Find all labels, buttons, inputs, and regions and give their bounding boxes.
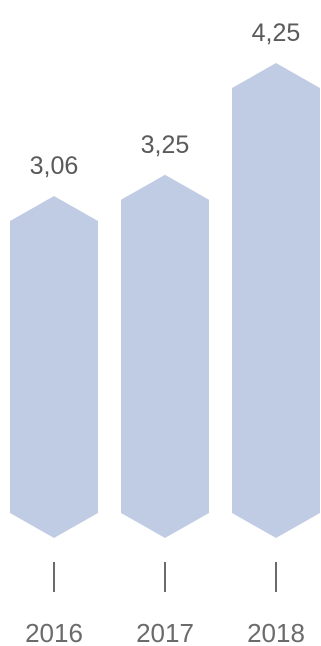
value-labels-group: 3,06 3,25 4,25 <box>30 19 301 180</box>
data-label-2016: 3,06 <box>30 152 79 180</box>
x-tick-label-2018: 2018 <box>247 618 305 646</box>
bars-group <box>10 63 320 539</box>
x-axis-tick-labels-group: 2016 2017 2018 <box>25 618 305 646</box>
data-label-2018: 4,25 <box>252 19 301 47</box>
x-axis-ticks-group <box>53 562 277 592</box>
bar-2018 <box>232 63 320 539</box>
data-label-2017: 3,25 <box>141 131 190 159</box>
x-tick-label-2016: 2016 <box>25 618 83 646</box>
bar-2017 <box>121 174 209 538</box>
bar-2016 <box>10 196 98 538</box>
x-tick-label-2017: 2017 <box>136 618 194 646</box>
